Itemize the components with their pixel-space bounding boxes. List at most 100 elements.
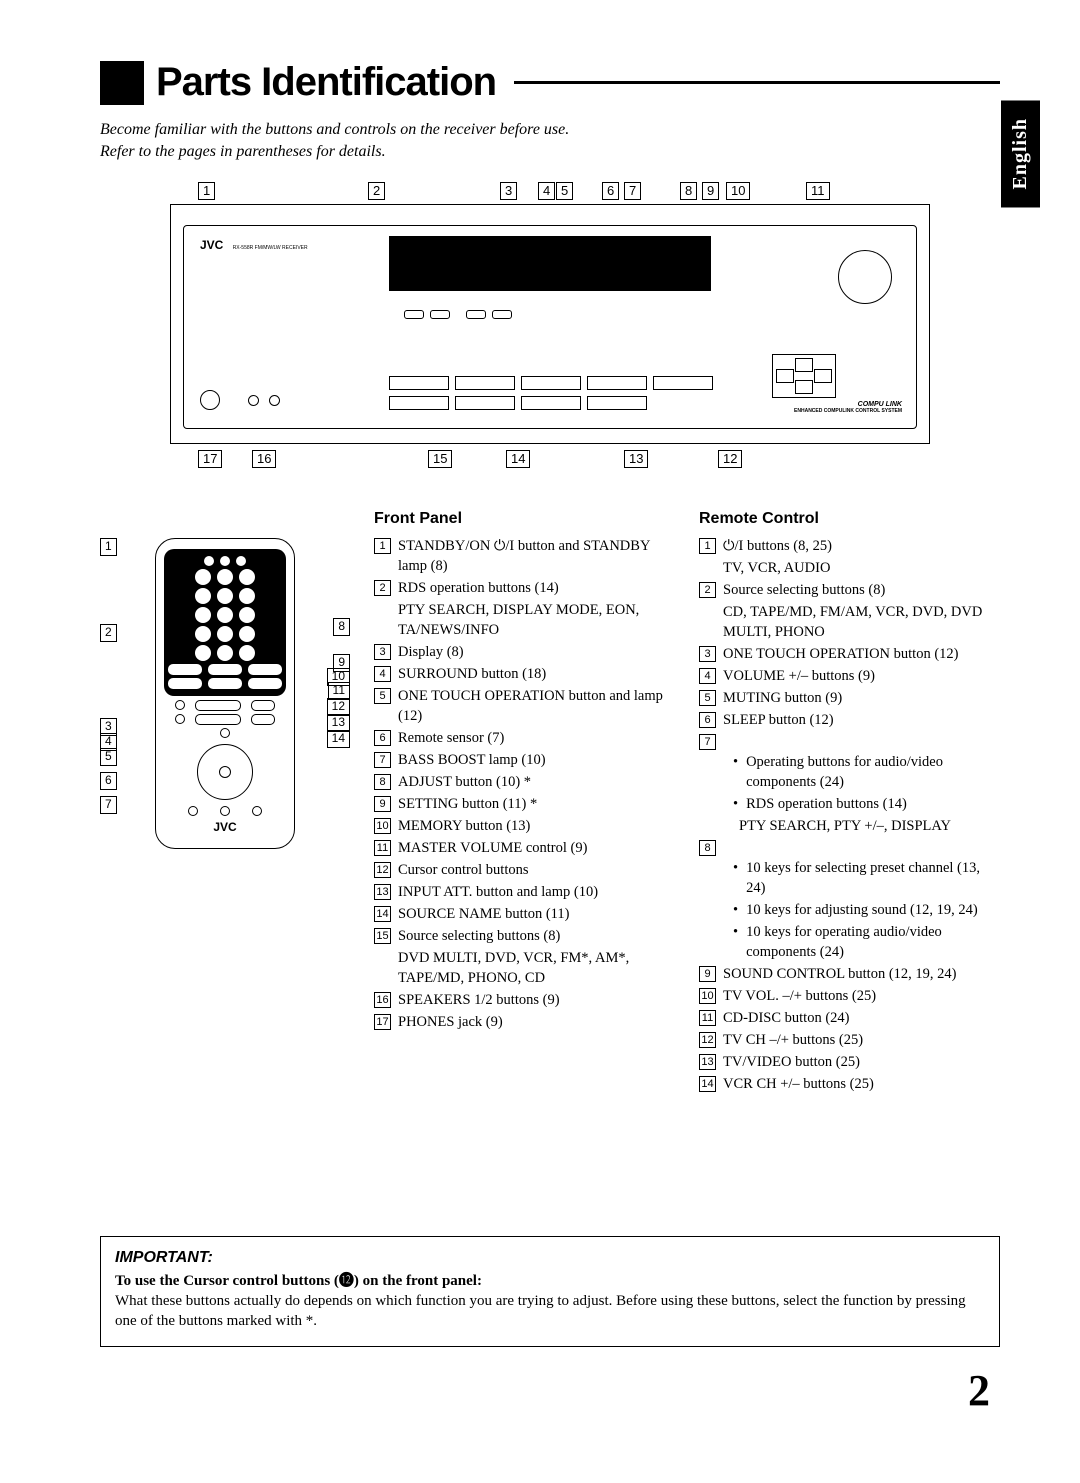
list-item: 9SOUND CONTROL button (12, 19, 24) <box>699 964 1000 984</box>
item-text: TV VOL. –/+ buttons (25) <box>723 986 1000 1006</box>
list-item: 5 ONE TOUCH OPERATION button and lamp (12… <box>374 686 675 726</box>
list-item: 3 Display (8) <box>374 642 675 662</box>
item-text: SOURCE NAME button (11) <box>398 904 675 924</box>
front-panel-column: Front Panel 1 STANDBY/ON ⏻/I button and S… <box>374 508 675 1096</box>
mid-section: 1234567 891011121314 <box>100 508 1000 1096</box>
title-row: Parts Identification <box>100 60 1000 105</box>
list-item: 1 STANDBY/ON ⏻/I button and STANDBY lamp … <box>374 536 675 576</box>
callout-number: 16 <box>252 450 276 468</box>
list-item: 11 CD-DISC button (24) <box>699 1008 1000 1028</box>
callout-number: 13 <box>624 450 648 468</box>
item-text: SLEEP button (12) <box>723 710 1000 730</box>
list-item: 10TV VOL. –/+ buttons (25) <box>699 986 1000 1006</box>
list-item: 13 TV/VIDEO button (25) <box>699 1052 1000 1072</box>
item-number: 4 <box>699 668 716 684</box>
item-number: 3 <box>374 644 391 660</box>
item-number: 2 <box>699 582 716 598</box>
list-item: 8 ADJUST button (10) * <box>374 772 675 792</box>
item-number: 6 <box>374 730 391 746</box>
bullet-item: 10 keys for selecting preset channel (13… <box>699 858 1000 898</box>
phones-jack <box>200 390 220 410</box>
remote-control-heading: Remote Control <box>699 508 1000 530</box>
page-title: Parts Identification <box>156 60 496 105</box>
item-text: MEMORY button (13) <box>398 816 675 836</box>
page-number: 2 <box>100 1365 1000 1416</box>
callout-number: 14 <box>327 730 350 748</box>
compulink-label: COMPU LINK ENHANCED COMPULINK CONTROL SY… <box>794 401 902 414</box>
callout-number: 14 <box>506 450 530 468</box>
list-item: 13 INPUT ATT. button and lamp (10) <box>374 882 675 902</box>
remote-upper-panel <box>164 549 286 696</box>
item-text: PHONES jack (9) <box>398 1012 675 1032</box>
item-number: 11 <box>699 1010 716 1026</box>
important-body: What these buttons actually do depends o… <box>115 1291 985 1332</box>
callout-number: 4 <box>538 182 555 200</box>
item-text: SURROUND button (18) <box>398 664 675 684</box>
item-text: RDS operation buttons (14) <box>398 578 675 598</box>
item-number: 13 <box>699 1054 716 1070</box>
item-text: TV/VIDEO button (25) <box>723 1052 1000 1072</box>
important-box: IMPORTANT: To use the Cursor control but… <box>100 1236 1000 1346</box>
remote-control-list: 1⏻/I buttons (8, 25)TV, VCR, AUDIO 2 Sourc… <box>699 536 1000 1094</box>
receiver-display <box>389 236 711 291</box>
list-item: 4SURROUND button (18) <box>374 664 675 684</box>
callout-number: 8 <box>333 618 350 636</box>
callout-number: 2 <box>368 182 385 200</box>
item-text: ONE TOUCH OPERATION button (12) <box>723 644 1000 664</box>
callout-number: 12 <box>718 450 742 468</box>
intro-line: Refer to the pages in parentheses for de… <box>100 141 1000 163</box>
callout-number: 7 <box>100 796 117 814</box>
list-item: 12TV CH –/+ buttons (25) <box>699 1030 1000 1050</box>
bullet-subtext: PTY SEARCH, PTY +/–, DISPLAY <box>699 816 1000 836</box>
list-item: 17 PHONES jack (9) <box>374 1012 675 1032</box>
item-number: 17 <box>374 1014 391 1030</box>
list-item: 11MASTER VOLUME control (9) <box>374 838 675 858</box>
item-text: INPUT ATT. button and lamp (10) <box>398 882 675 902</box>
item-text: MUTING button (9) <box>723 688 1000 708</box>
remote-figure-column: 1234567 891011121314 <box>100 508 350 1096</box>
front-panel-list: 1 STANDBY/ON ⏻/I button and STANDBY lamp … <box>374 536 675 1032</box>
front-panel-heading: Front Panel <box>374 508 675 530</box>
item-number: 7 <box>699 734 716 750</box>
remote-jvc-logo: JVC <box>164 820 286 834</box>
item-text: STANDBY/ON ⏻/I button and STANDBY lamp (… <box>398 536 675 576</box>
list-item: 9 SETTING button (11) * <box>374 794 675 814</box>
remote-illustration: JVC <box>155 538 295 849</box>
item-text: Display (8) <box>398 642 675 662</box>
item-number: 14 <box>374 906 391 922</box>
item-text: VOLUME +/– buttons (9) <box>723 666 1000 686</box>
item-text: Cursor control buttons <box>398 860 675 880</box>
item-text: Source selecting buttons (8) <box>723 580 1000 600</box>
list-item: 1⏻/I buttons (8, 25) <box>699 536 1000 556</box>
item-number: 1 <box>374 538 391 554</box>
item-number: 9 <box>374 796 391 812</box>
callout-number: 10 <box>726 182 750 200</box>
item-text: SOUND CONTROL button (12, 19, 24) <box>723 964 1000 984</box>
list-item: 15Source selecting buttons (8) <box>374 926 675 946</box>
item-text: CD-DISC button (24) <box>723 1008 1000 1028</box>
source-buttons-row-2 <box>389 396 647 410</box>
list-item: 7 <box>699 732 1000 750</box>
item-number: 5 <box>374 688 391 704</box>
intro-line: Become familiar with the buttons and con… <box>100 119 1000 141</box>
list-item: 14VCR CH +/– buttons (25) <box>699 1074 1000 1094</box>
item-number: 13 <box>374 884 391 900</box>
item-subtext: TV, VCR, AUDIO <box>699 558 1000 578</box>
manual-page: English Parts Identification Become fami… <box>0 0 1080 1456</box>
callout-number: 5 <box>556 182 573 200</box>
list-item: 5MUTING button (9) <box>699 688 1000 708</box>
item-text: SETTING button (11) * <box>398 794 675 814</box>
volume-knob <box>838 250 892 304</box>
item-text: ONE TOUCH OPERATION button and lamp (12) <box>398 686 675 726</box>
callout-number: 2 <box>100 624 117 642</box>
item-number: 8 <box>374 774 391 790</box>
list-item: 16SPEAKERS 1/2 buttons (9) <box>374 990 675 1010</box>
callout-number: 6 <box>100 772 117 790</box>
item-subtext: CD, TAPE/MD, FM/AM, VCR, DVD, DVD MULTI,… <box>699 602 1000 642</box>
title-black-square <box>100 61 144 105</box>
list-item: 3ONE TOUCH OPERATION button (12) <box>699 644 1000 664</box>
item-number: 8 <box>699 840 716 856</box>
item-text: ADJUST button (10) * <box>398 772 675 792</box>
list-item: 4 VOLUME +/– buttons (9) <box>699 666 1000 686</box>
item-subtext: DVD MULTI, DVD, VCR, FM*, AM*, TAPE/MD, … <box>374 948 675 988</box>
